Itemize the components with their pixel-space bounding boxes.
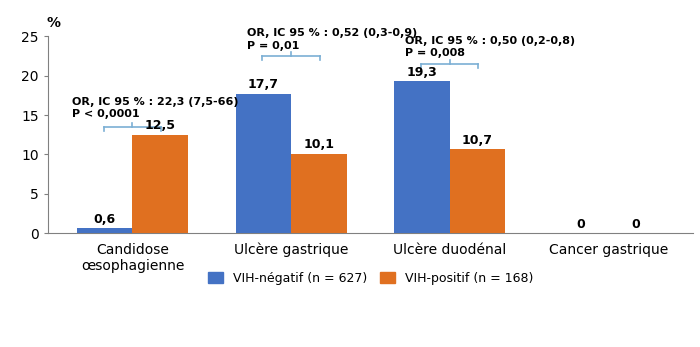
Bar [291,154,346,233]
Text: %: % [46,16,60,30]
Text: OR, IC 95 % : 0,50 (0,2-0,8)
P = 0,008: OR, IC 95 % : 0,50 (0,2-0,8) P = 0,008 [405,36,575,58]
Text: 10,7: 10,7 [462,134,493,146]
Text: OR, IC 95 % : 22,3 (7,5-66)
P < 0,0001: OR, IC 95 % : 22,3 (7,5-66) P < 0,0001 [72,96,239,119]
Bar [394,81,449,233]
Bar [77,228,132,233]
Text: 0: 0 [631,218,640,231]
Bar [449,149,505,233]
Text: 17,7: 17,7 [248,78,279,92]
Text: 12,5: 12,5 [145,119,176,132]
Bar [235,94,291,233]
Text: 19,3: 19,3 [407,66,438,79]
Text: 10,1: 10,1 [303,138,335,151]
Text: 0: 0 [576,218,584,231]
Text: OR, IC 95 % : 0,52 (0,3-0,9)
P = 0,01: OR, IC 95 % : 0,52 (0,3-0,9) P = 0,01 [246,28,417,51]
Bar [132,135,188,233]
Text: 0,6: 0,6 [94,213,116,226]
Legend: VIH-négatif (n = 627), VIH-positif (n = 168): VIH-négatif (n = 627), VIH-positif (n = … [203,267,538,290]
